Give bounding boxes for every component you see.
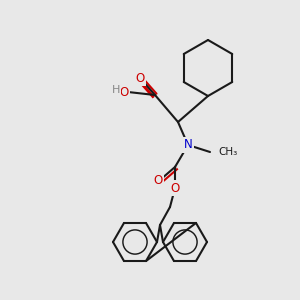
Text: O: O [135, 71, 145, 85]
Text: O: O [119, 85, 129, 98]
Text: O: O [170, 182, 180, 194]
Text: N: N [184, 139, 192, 152]
Text: H: H [112, 85, 120, 95]
Text: O: O [153, 173, 163, 187]
Text: CH₃: CH₃ [218, 147, 237, 157]
